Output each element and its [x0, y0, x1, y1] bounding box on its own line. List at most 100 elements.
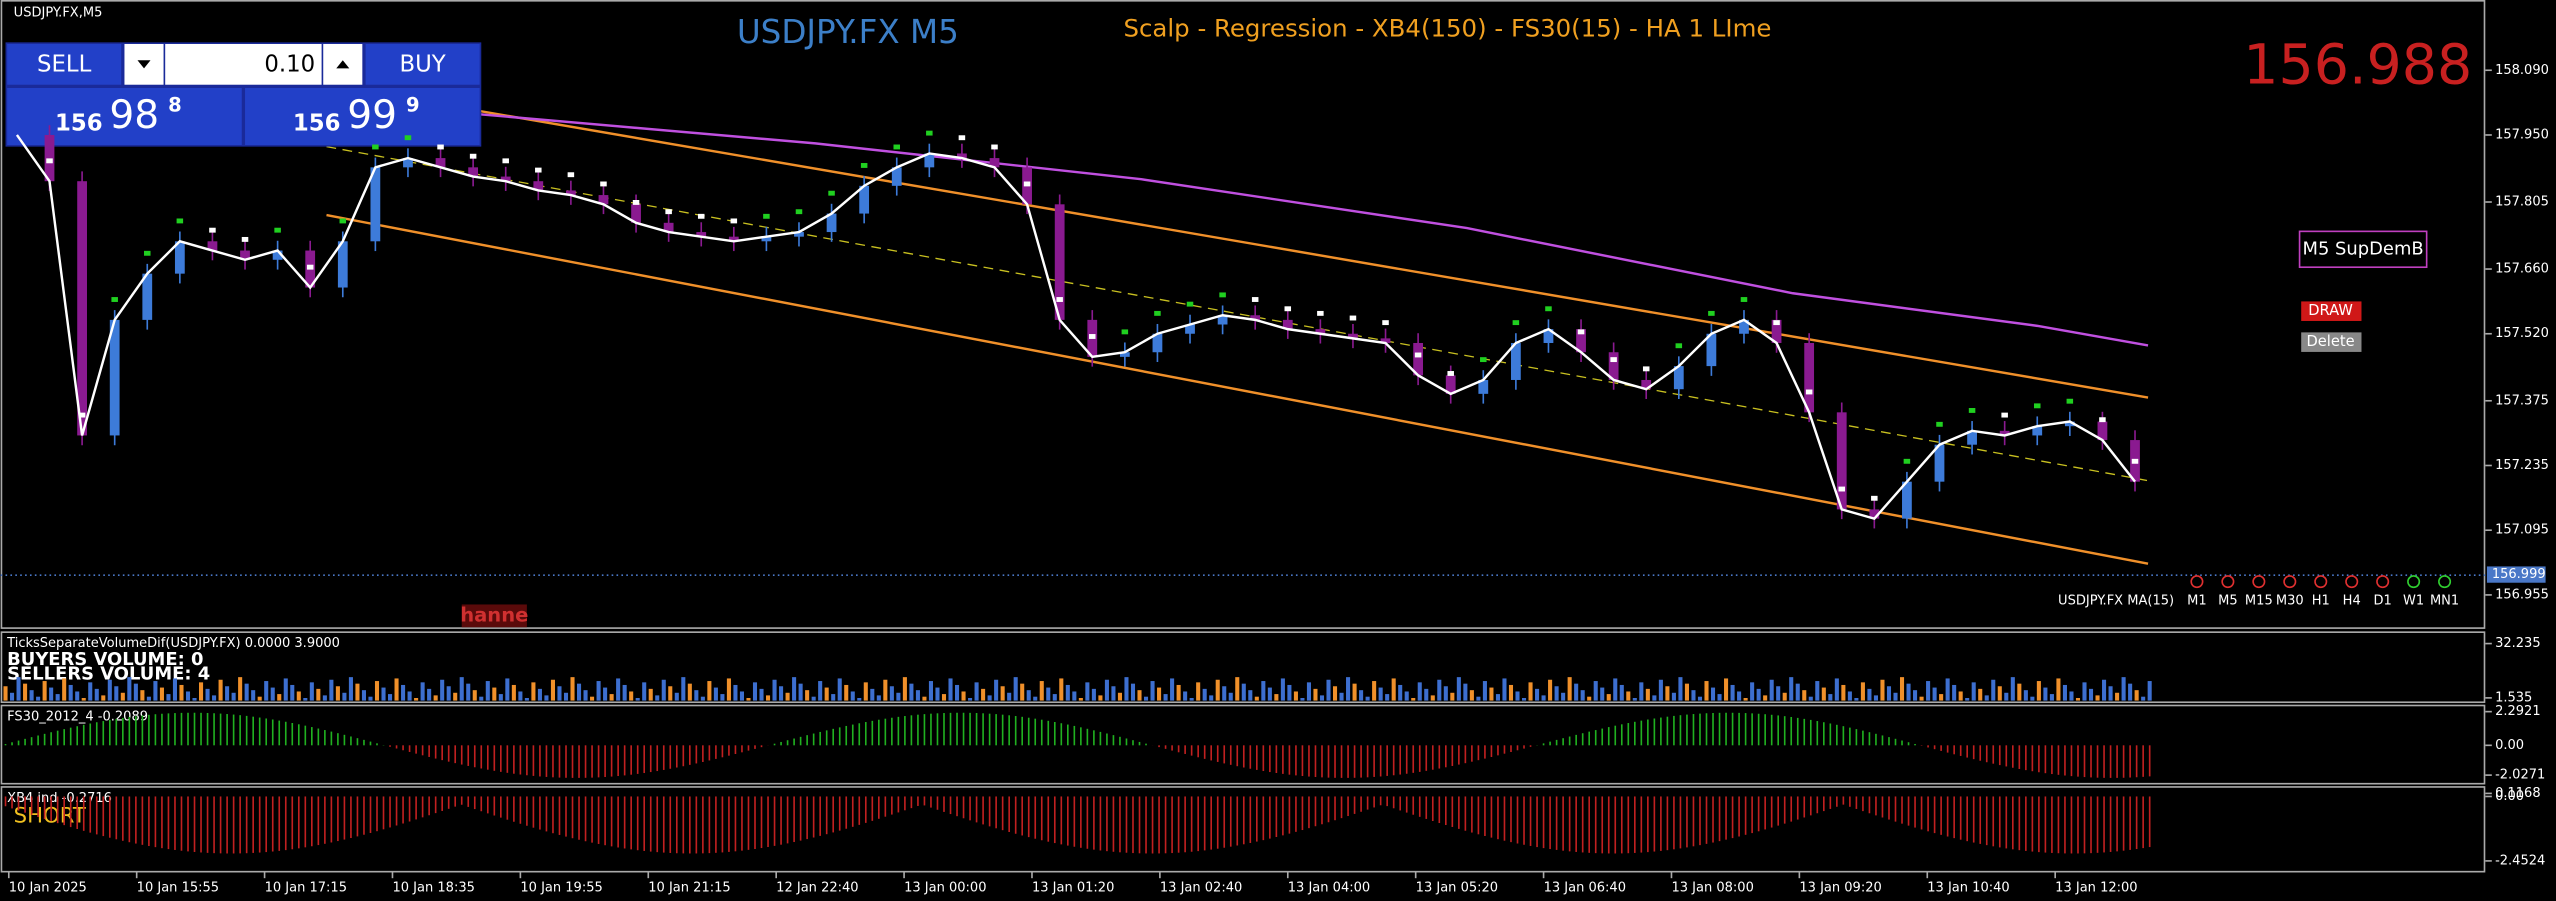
ha-dot [2131, 458, 2139, 464]
ha-dot [404, 135, 412, 141]
candle-body [1413, 342, 1424, 376]
ha-dot [111, 297, 118, 302]
ha-dot [828, 190, 835, 196]
xb4-panel-frame [0, 786, 2486, 873]
sell-label: SELL [37, 52, 92, 78]
timeframe-button[interactable] [2407, 575, 2421, 589]
ha-dot [144, 250, 151, 256]
ha-dot [1740, 297, 1748, 302]
candle-body [1315, 329, 1326, 334]
timeframe-label: H1 [2312, 594, 2330, 609]
candle-body [1967, 430, 1977, 445]
timeframe-button[interactable] [2221, 575, 2235, 589]
buyers-volume: BUYERS VOLUME: 0 [7, 649, 203, 670]
ha-dot [1121, 329, 1129, 335]
candle-body [598, 195, 609, 205]
candle-body [337, 241, 348, 288]
candle-body [1282, 319, 1293, 330]
candle-body [696, 232, 707, 237]
y-tick-label: 157.520 [2495, 326, 2549, 341]
supdem-box[interactable] [2298, 230, 2428, 269]
buy-button[interactable] [365, 43, 480, 85]
ha-dot [209, 227, 216, 233]
candle-body [44, 134, 55, 182]
ha-dot [1675, 343, 1683, 349]
candle-body [1673, 366, 1684, 390]
timeframe-button[interactable] [2283, 575, 2297, 589]
timeframe-button[interactable] [2438, 575, 2452, 589]
y-tick-label: 1.535 [2495, 690, 2532, 705]
y-tick-label: -2.0271 [2495, 768, 2545, 783]
candle-body [859, 185, 870, 214]
current-price-tag [2486, 566, 2546, 583]
lot-input[interactable] [165, 43, 322, 85]
x-tick-label: 10 Jan 18:35 [392, 880, 474, 895]
candle-body [533, 181, 544, 191]
ha-dot [176, 218, 184, 224]
delete-button[interactable] [2301, 332, 2362, 352]
lot-value: 0.10 [264, 52, 315, 78]
ha-dot [2066, 398, 2074, 404]
timeframe-label: D1 [2374, 594, 2392, 609]
candle-body [761, 236, 772, 242]
ha-dot [1545, 306, 1552, 312]
ha-dot [730, 218, 738, 224]
ha-dot [1577, 329, 1585, 335]
ha-dot [958, 135, 966, 141]
y-tick-label: 157.235 [2495, 458, 2549, 473]
timeframe-button[interactable] [2314, 575, 2328, 589]
supdem-label: M5 SupDemB [2303, 238, 2424, 259]
x-tick-label: 13 Jan 00:00 [904, 880, 986, 895]
ha-dot [437, 144, 444, 150]
sellers-volume: SELLERS VOLUME: 4 [7, 664, 210, 685]
ha-dot [2099, 417, 2106, 423]
ha-dot [1219, 292, 1226, 298]
ha-dot [1089, 334, 1096, 339]
candle-body [1250, 315, 1261, 320]
candle-body [1478, 379, 1489, 394]
x-tick-label: 12 Jan 22:40 [776, 880, 858, 895]
candle-body [1119, 352, 1130, 357]
draw-button[interactable] [2301, 301, 2362, 321]
candle-body [468, 167, 479, 177]
y-tick-label: 0.1168 [2495, 786, 2541, 801]
ha-dot [991, 144, 998, 150]
candle-body [1999, 430, 2010, 436]
candle-body [1380, 338, 1391, 343]
ha-dot [567, 172, 575, 178]
candle-body [728, 236, 739, 242]
candle-body [1706, 333, 1717, 367]
timeframe-button[interactable] [2252, 575, 2266, 589]
timeframe-button[interactable] [2190, 575, 2204, 589]
ha-dot [1838, 486, 1845, 492]
channel-tag [461, 604, 527, 628]
ha-dot [1154, 310, 1161, 316]
ma-purple [326, 99, 2149, 347]
candle-body [1217, 315, 1228, 325]
y-tick-label: 157.805 [2495, 195, 2549, 210]
y-tick-label: -2.4524 [2495, 853, 2545, 868]
y-tick-label: 2.2921 [2495, 704, 2541, 719]
timeframe-button[interactable] [2376, 575, 2390, 589]
candle-body [1771, 319, 1782, 343]
ma-label: USDJPY.FX MA(15) [2058, 594, 2174, 609]
sell-button[interactable] [7, 43, 122, 85]
timeframe-button[interactable] [2345, 575, 2359, 589]
ha-dot [1512, 320, 1520, 326]
candle-body [77, 181, 87, 436]
ha-dot [372, 144, 379, 150]
x-tick-label: 13 Jan 01:20 [1032, 880, 1114, 895]
chart-title: USDJPY.FX M5 [737, 13, 959, 51]
y-tick-label: 157.950 [2495, 127, 2549, 142]
ask-small: 9 [406, 93, 420, 116]
timeframe-label: MN1 [2430, 594, 2459, 609]
ask-box[interactable] [245, 87, 480, 146]
current-price-label: 156.999 [2492, 567, 2546, 582]
bid-small: 8 [168, 93, 182, 116]
candle-body [370, 167, 381, 242]
ha-dot [893, 144, 901, 150]
candle-body [891, 167, 902, 186]
timeframe-label: H4 [2343, 594, 2361, 609]
bid-mid: 98 [109, 93, 159, 138]
y-tick-label: 0.00 [2495, 738, 2524, 753]
